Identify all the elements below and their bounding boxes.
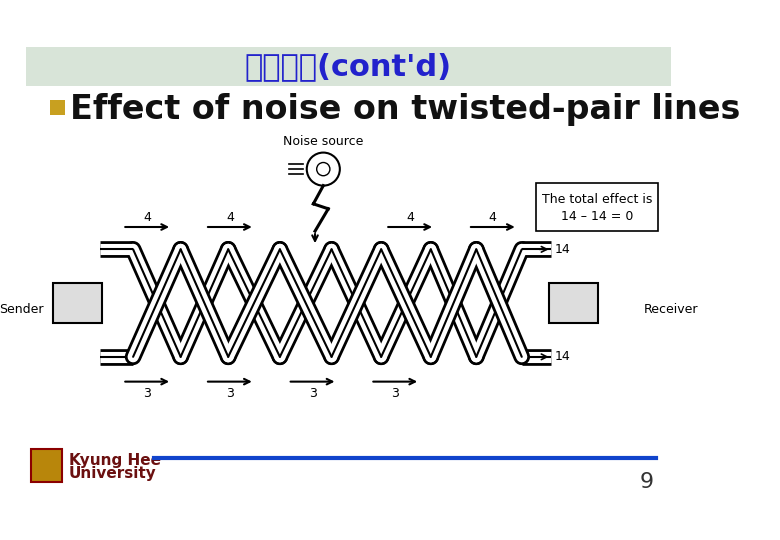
- FancyBboxPatch shape: [549, 284, 597, 323]
- FancyBboxPatch shape: [536, 183, 658, 231]
- FancyBboxPatch shape: [26, 47, 671, 86]
- Text: 3: 3: [392, 387, 399, 400]
- Text: Sender: Sender: [0, 303, 44, 316]
- Text: 4: 4: [144, 211, 151, 224]
- Text: Receiver: Receiver: [644, 303, 699, 316]
- Text: Noise source: Noise source: [283, 134, 363, 147]
- Text: 3: 3: [309, 387, 317, 400]
- Text: 유도매체(cont'd): 유도매체(cont'd): [245, 52, 452, 81]
- Text: The total effect is: The total effect is: [542, 193, 652, 206]
- Text: 3: 3: [226, 387, 234, 400]
- Text: 3: 3: [144, 387, 151, 400]
- Text: 4: 4: [489, 211, 497, 224]
- Text: Kyung Hee: Kyung Hee: [69, 453, 161, 468]
- Text: 4: 4: [406, 211, 414, 224]
- Text: Effect of noise on twisted-pair lines: Effect of noise on twisted-pair lines: [70, 93, 741, 126]
- Text: 4: 4: [226, 211, 234, 224]
- Text: 14: 14: [555, 243, 571, 256]
- FancyBboxPatch shape: [31, 449, 62, 482]
- Text: 14: 14: [555, 350, 571, 363]
- FancyBboxPatch shape: [51, 100, 66, 114]
- Text: 14 – 14 = 0: 14 – 14 = 0: [561, 210, 633, 223]
- Text: University: University: [69, 466, 156, 481]
- Text: 9: 9: [640, 471, 654, 492]
- FancyBboxPatch shape: [53, 284, 101, 323]
